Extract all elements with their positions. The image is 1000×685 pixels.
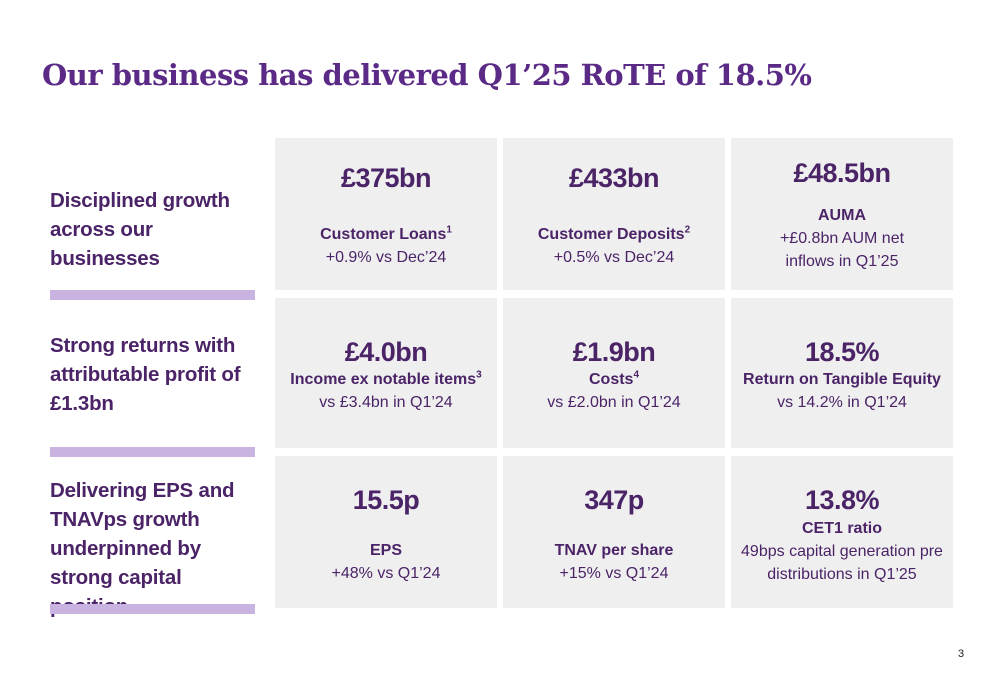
kpi-value: 347p (584, 485, 644, 515)
kpi-label: TNAV per share (554, 542, 674, 559)
row-divider-bar (50, 290, 255, 300)
kpi-comparison: +48% vs Q1’24 (331, 565, 441, 582)
kpi-card-rote: 18.5% Return on Tangible Equity vs 14.2%… (731, 298, 953, 448)
row-label-returns: Strong returns with attributable profit … (50, 334, 241, 415)
row-divider-bar (50, 447, 255, 457)
kpi-comparison: vs £2.0bn in Q1’24 (547, 394, 681, 411)
kpi-value: £375bn (340, 163, 432, 193)
kpi-label: Customer Loans1 (320, 224, 452, 243)
kpi-comparison: vs £3.4bn in Q1’24 (319, 394, 453, 411)
kpi-value: £4.0bn (344, 337, 428, 367)
kpi-comparison: +£0.8bn AUM net (779, 230, 905, 247)
kpi-label: Return on Tangible Equity (743, 371, 941, 388)
footnote-ref: 2 (684, 224, 691, 236)
kpi-comparison: distributions in Q1’25 (767, 566, 917, 583)
footnote-ref: 3 (476, 369, 482, 381)
kpi-label: CET1 ratio (801, 520, 882, 537)
kpi-card-customer-loans: £375bn Customer Loans1 +0.9% vs Dec’24 (275, 138, 497, 290)
kpi-value: 13.8% (804, 485, 880, 515)
kpi-comparison: +15% vs Q1’24 (559, 565, 669, 582)
kpi-comparison: inflows in Q1’25 (785, 253, 899, 270)
kpi-comparison: +0.5% vs Dec’24 (553, 249, 675, 266)
footnote-ref: 4 (633, 369, 639, 381)
kpi-value: £433bn (568, 163, 660, 193)
kpi-label: Income ex notable items3 (290, 369, 482, 388)
kpi-card-costs: £1.9bn Costs4 vs £2.0bn in Q1’24 (503, 298, 725, 448)
page-title: Our business has delivered Q1’25 RoTE of… (42, 58, 812, 92)
kpi-label: EPS (369, 542, 402, 559)
kpi-label: AUMA (818, 207, 866, 224)
row-divider-bar (50, 604, 255, 614)
kpi-value: 18.5% (804, 337, 880, 367)
kpi-value: 15.5p (352, 485, 420, 515)
kpi-label: Costs4 (588, 369, 639, 388)
kpi-label: Customer Deposits2 (537, 224, 691, 243)
kpi-comparison: +0.9% vs Dec’24 (325, 249, 447, 266)
kpi-card-customer-deposits: £433bn Customer Deposits2 +0.5% vs Dec’2… (503, 138, 725, 290)
kpi-card-tnav: 347p TNAV per share +15% vs Q1’24 (503, 456, 725, 608)
kpi-value: £1.9bn (572, 337, 656, 367)
kpi-comparison: vs 14.2% in Q1’24 (777, 394, 907, 411)
kpi-card-eps: 15.5p EPS +48% vs Q1’24 (275, 456, 497, 608)
footnote-ref: 1 (446, 224, 452, 236)
row-label-growth: Disciplined growth across our businesses (50, 189, 230, 270)
kpi-value: £48.5bn (793, 158, 891, 188)
kpi-card-income: £4.0bn Income ex notable items3 vs £3.4b… (275, 298, 497, 448)
page-number: 3 (958, 648, 965, 660)
kpi-comparison: 49bps capital generation pre (741, 543, 943, 560)
row-label-eps-tnav: Delivering EPS and TNAVps growth underpi… (50, 479, 235, 618)
kpi-card-cet1: 13.8% CET1 ratio 49bps capital generatio… (731, 456, 953, 608)
kpi-card-auma: £48.5bn AUMA +£0.8bn AUM net inflows in … (731, 138, 953, 290)
